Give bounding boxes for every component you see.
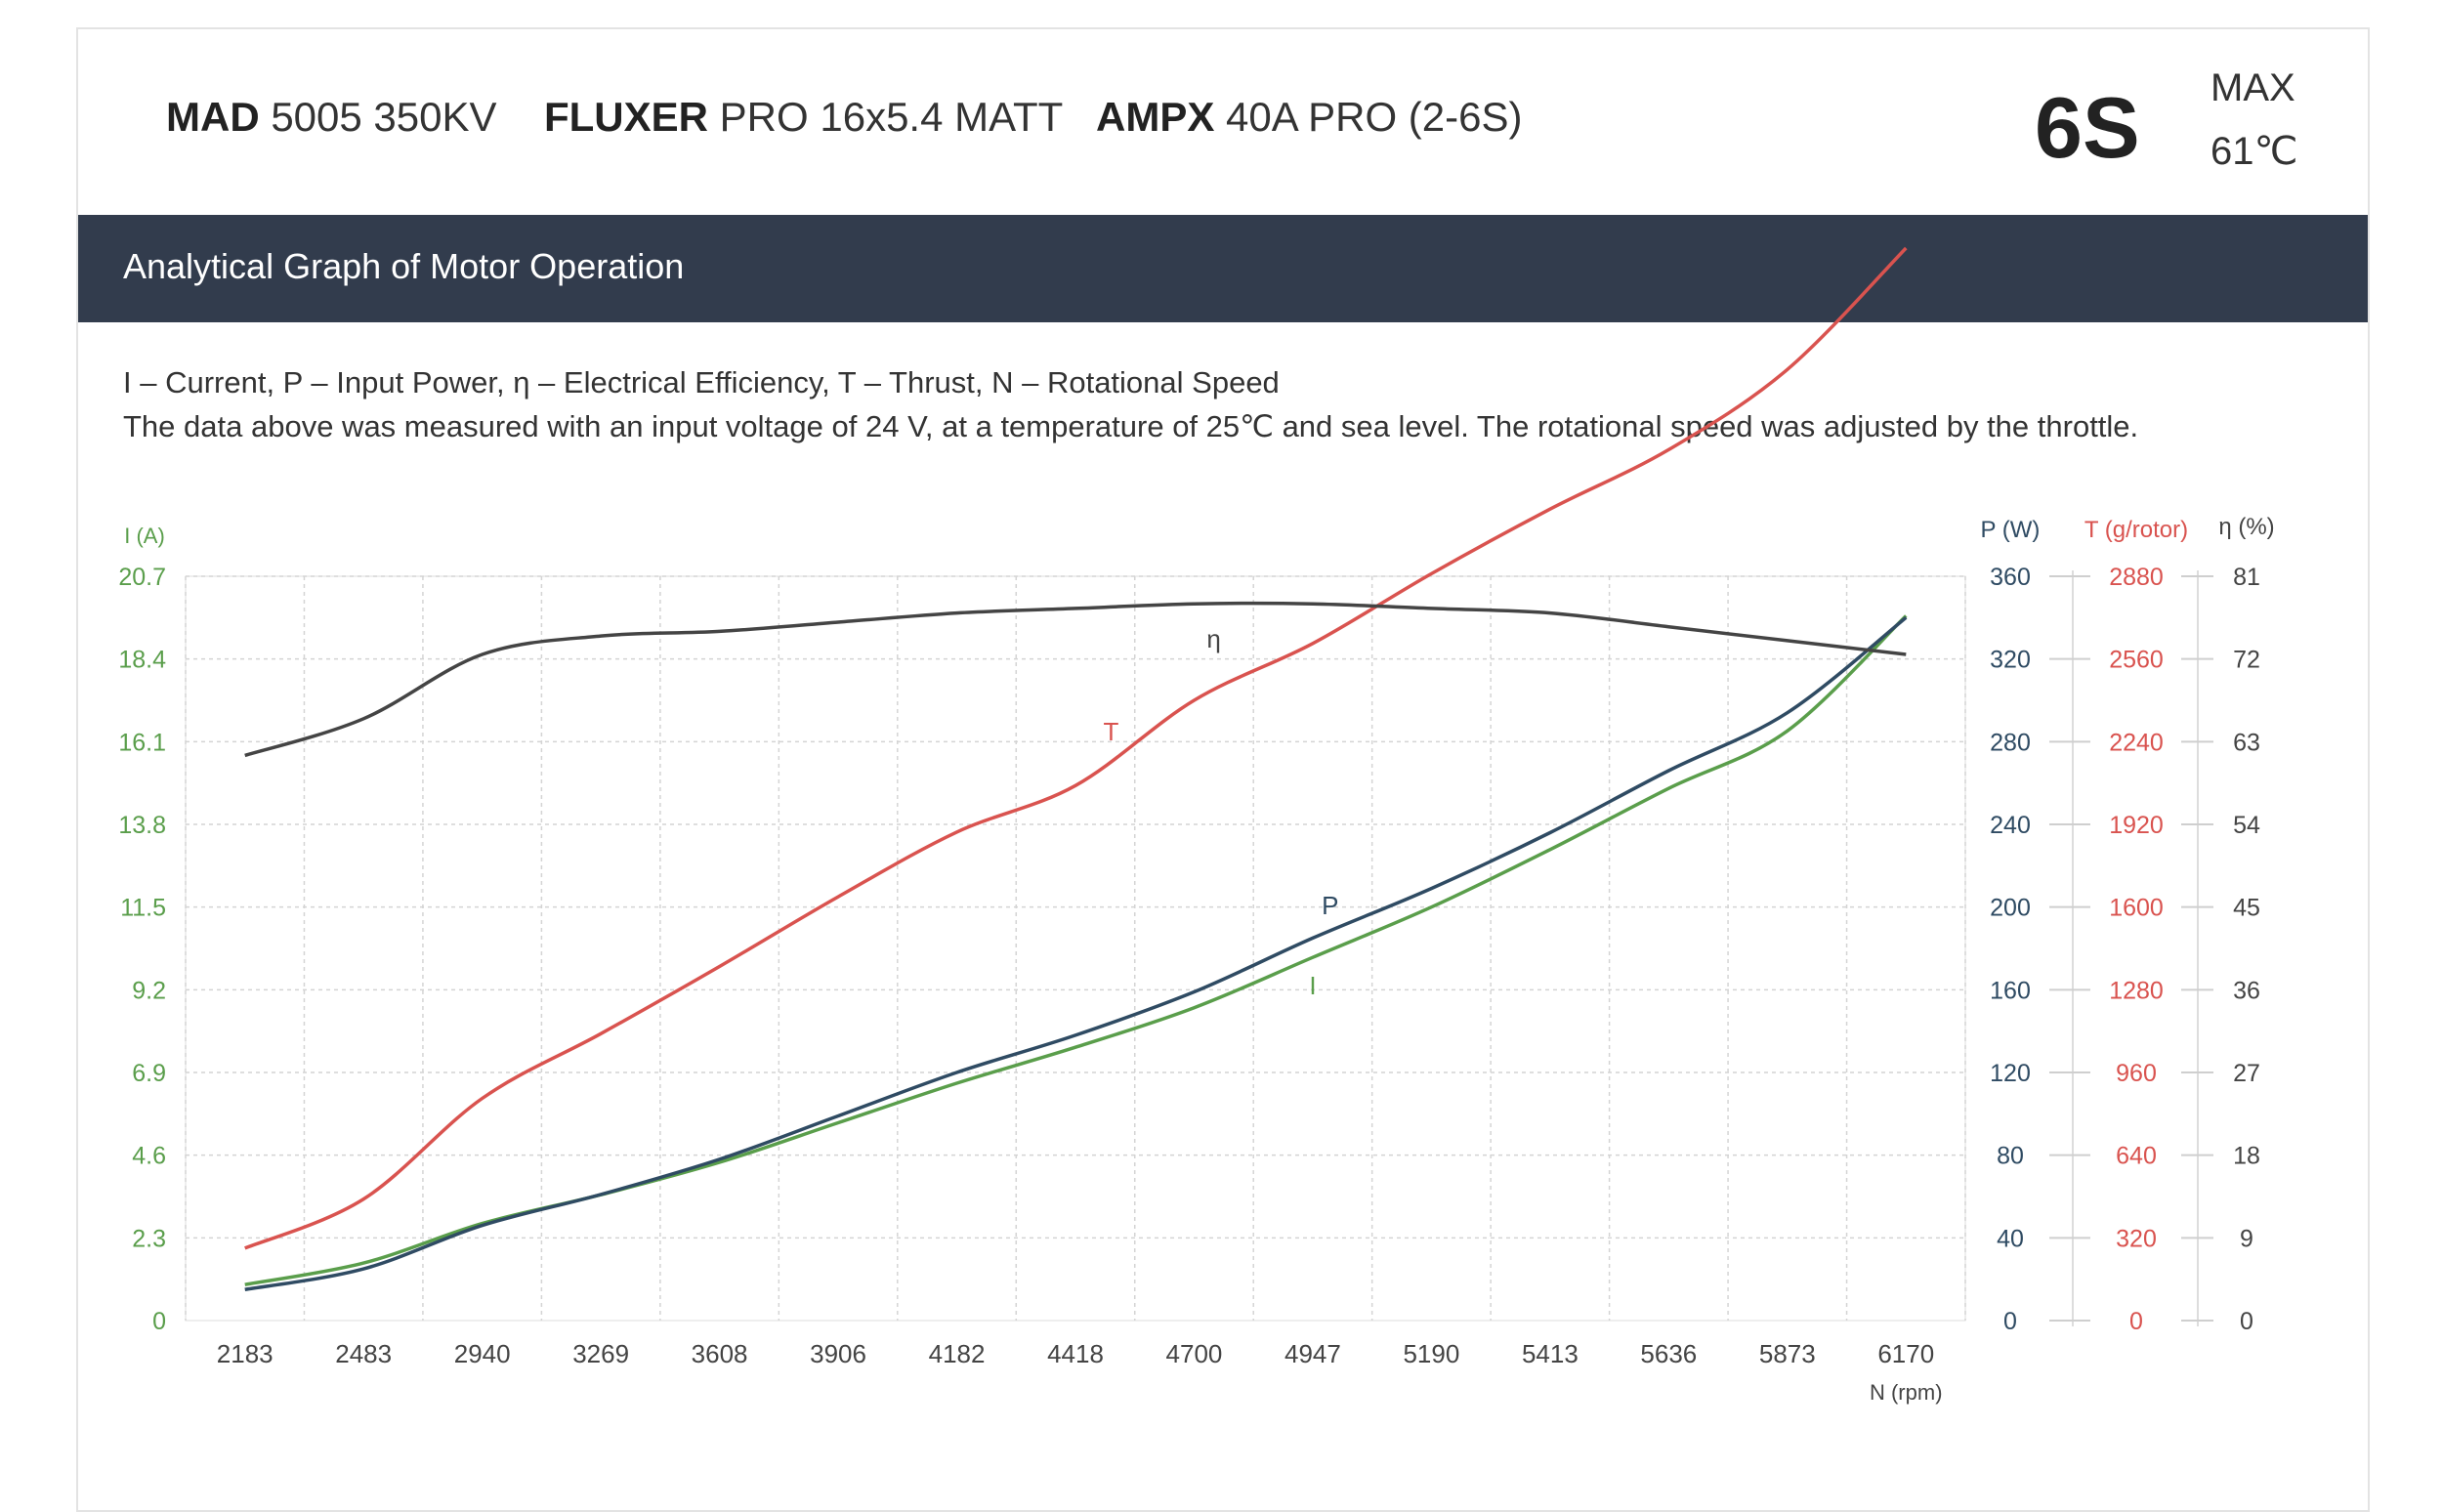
measurement-note: The data above was measured with an inpu…: [123, 409, 2139, 443]
thrust-tick-label: 2560: [2109, 647, 2164, 674]
power-tick-label: 0: [2003, 1308, 2017, 1335]
series-label-current: I: [1309, 971, 1316, 1000]
section-title: Analytical Graph of Motor Operation: [123, 246, 685, 286]
series-label-thrust: T: [1103, 717, 1118, 746]
thrust-tick-label: 1600: [2109, 895, 2164, 922]
current-tick-label: 2.3: [132, 1225, 166, 1252]
x-tick-label: 2940: [454, 1339, 511, 1368]
x-tick-label: 6170: [1877, 1339, 1934, 1368]
power-tick-label: 280: [1990, 729, 2031, 756]
current-tick-label: 0: [152, 1308, 166, 1335]
motor-spec: MAD 5005 350KV: [166, 94, 497, 141]
power-series-line: [244, 615, 1908, 1291]
current-tick-label: 4.6: [132, 1143, 166, 1170]
motor-model: 5005 350KV: [271, 94, 497, 140]
x-tick-label: 5190: [1403, 1339, 1459, 1368]
power-tick-label: 160: [1990, 977, 2031, 1004]
esc-spec: AMPX 40A PRO (2-6S): [1096, 94, 1523, 141]
efficiency-tick-label: 18: [2233, 1143, 2260, 1170]
current-tick-label: 6.9: [132, 1060, 166, 1087]
power-tick-label: 40: [1997, 1225, 2024, 1252]
series-label-efficiency: η: [1206, 624, 1220, 653]
efficiency-tick-label: 54: [2233, 812, 2260, 839]
efficiency-axis-title: η (%): [2218, 514, 2274, 540]
power-tick-label: 80: [1997, 1143, 2024, 1170]
max-temp-value: 61℃: [2210, 130, 2298, 173]
efficiency-tick-label: 27: [2233, 1060, 2260, 1087]
x-tick-label: 2183: [217, 1339, 274, 1368]
thrust-tick-label: 640: [2116, 1143, 2157, 1170]
esc-model: 40A PRO (2-6S): [1226, 94, 1523, 140]
efficiency-tick-label: 0: [2240, 1308, 2253, 1335]
efficiency-series-line: [244, 601, 1907, 758]
power-tick-label: 120: [1990, 1060, 2031, 1087]
current-tick-label: 11.5: [120, 895, 166, 922]
motor-brand: MAD: [166, 94, 260, 140]
x-tick-label: 4700: [1166, 1339, 1223, 1368]
propeller-spec: FLUXER PRO 16x5.4 MATT: [544, 94, 1063, 141]
current-tick-label: 20.7: [118, 564, 166, 591]
power-tick-label: 240: [1990, 812, 2031, 839]
thrust-tick-label: 2880: [2109, 564, 2164, 591]
current-tick-label: 9.2: [132, 977, 166, 1004]
x-tick-label: 5413: [1522, 1339, 1579, 1368]
x-tick-label: 5873: [1759, 1339, 1816, 1368]
x-tick-label: 3269: [572, 1339, 629, 1368]
series-label-power: P: [1322, 891, 1338, 920]
current-axis-title: I (A): [124, 524, 165, 548]
thrust-tick-label: 960: [2116, 1060, 2157, 1087]
power-tick-label: 200: [1990, 895, 2031, 922]
efficiency-tick-label: 9: [2240, 1225, 2253, 1252]
efficiency-tick-label: 36: [2233, 977, 2260, 1004]
max-temp-label: MAX: [2210, 66, 2295, 109]
current-tick-label: 16.1: [118, 729, 166, 756]
battery-cells: 6S: [2035, 79, 2140, 176]
thrust-tick-label: 2240: [2109, 729, 2164, 756]
efficiency-tick-label: 63: [2233, 729, 2260, 756]
plot-area: [185, 575, 1966, 1322]
power-axis-title: P (W): [1981, 517, 2041, 543]
propeller-brand: FLUXER: [544, 94, 708, 140]
current-tick-label: 18.4: [118, 647, 166, 674]
spec-header: MAD 5005 350KV FLUXER PRO 16x5.4 MATT AM…: [78, 29, 2368, 212]
motor-operation-chart: I (A) 0 2.3 4.6 6.9 9.2 11.5 13.8 16.1 18.4 20.7 P …: [118, 246, 2275, 1405]
power-tick-label: 320: [1990, 647, 2031, 674]
section-banner: Analytical Graph of Motor Operation: [78, 215, 2368, 322]
x-tick-label: 2483: [335, 1339, 392, 1368]
legend-abbreviations: I – Current, P – Input Power, η – Electr…: [123, 365, 1280, 399]
x-tick-label: 4947: [1284, 1339, 1341, 1368]
thrust-series-line: [244, 246, 1908, 1250]
thrust-tick-label: 320: [2116, 1225, 2157, 1252]
x-tick-label: 5636: [1640, 1339, 1697, 1368]
propeller-model: PRO 16x5.4 MATT: [719, 94, 1064, 140]
efficiency-tick-label: 81: [2233, 564, 2260, 591]
thrust-tick-label: 0: [2129, 1308, 2143, 1335]
x-tick-label: 3608: [692, 1339, 748, 1368]
current-tick-label: 13.8: [118, 812, 166, 839]
thrust-axis-title: T (g/rotor): [2084, 517, 2188, 543]
efficiency-tick-label: 45: [2233, 895, 2260, 922]
x-axis-title: N (rpm): [1870, 1380, 1943, 1405]
thrust-tick-label: 1920: [2109, 812, 2164, 839]
efficiency-tick-label: 72: [2233, 647, 2260, 674]
x-tick-label: 3906: [810, 1339, 866, 1368]
power-tick-label: 360: [1990, 564, 2031, 591]
thrust-tick-label: 1280: [2109, 977, 2164, 1004]
esc-brand: AMPX: [1096, 94, 1215, 140]
x-tick-label: 4182: [929, 1339, 986, 1368]
x-tick-label: 4418: [1047, 1339, 1104, 1368]
